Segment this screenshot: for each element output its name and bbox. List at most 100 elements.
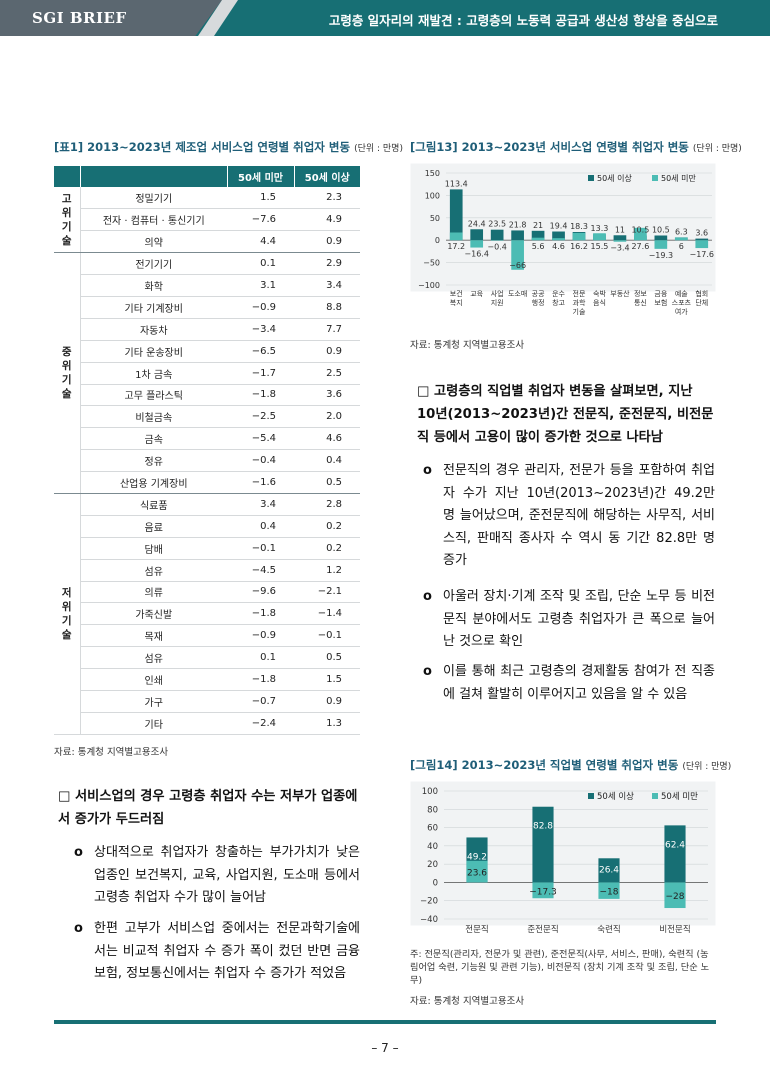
y-tick-label: 0 [433, 878, 438, 888]
table1-cell-name: 목재 [80, 624, 227, 648]
table1-cell-o50: 3.4 [294, 274, 360, 297]
table1-cell-u50: 0.1 [227, 646, 294, 670]
table1-cell-u50: −1.8 [227, 602, 294, 626]
data-label-under50: 23.6 [467, 869, 487, 879]
data-label-under50: −19.3 [649, 251, 674, 260]
data-label-over50: 21.8 [509, 220, 527, 229]
data-label-under50: 27.6 [631, 242, 649, 251]
table1-cell-o50: −1.4 [294, 602, 360, 626]
y-tick-label: −50 [423, 259, 440, 268]
data-label-over50: 82.8 [533, 822, 553, 832]
figure13-caption: [그림13] 2013~2023년 서비스업 연령별 취업자 변동 (단위 : … [410, 139, 742, 155]
right-circle-bullet-2-text: 아울러 장치·기계 조작 및 조립, 단순 노무 등 비전문직 분야에서도 고령… [443, 589, 715, 650]
y-tick-label: 60 [427, 824, 438, 834]
x-tick-label: 전문 [573, 289, 586, 298]
table1-cell-name: 기타 운송장비 [80, 340, 227, 363]
table-row: 자동차 −3.4 7.7 [54, 318, 360, 341]
table1-cell-o50: 3.6 [294, 384, 360, 407]
brand-label: SGI BRIEF [32, 9, 127, 27]
table1-header-blank [54, 166, 81, 187]
table-row: 고 위 기 술 정밀기기 1.5 2.3 [54, 187, 360, 254]
figure13-unit: (단위 : 만명) [692, 144, 742, 154]
table1-cell-name: 기타 [80, 712, 227, 735]
table1-cell-name: 전기기기 [80, 252, 227, 276]
table1-cell-name: 1차 금속 [80, 362, 227, 385]
table1-cell-name: 인쇄 [80, 668, 227, 691]
data-label-under50: −66 [509, 261, 526, 270]
table1-cell-o50: 0.2 [294, 537, 360, 560]
table1-cell-u50: −0.1 [227, 537, 294, 560]
table-row: 저 위 기 술 식료품 3.4 2.8 [54, 493, 360, 735]
y-tick-label: 150 [425, 169, 440, 178]
data-label-over50: 13.3 [591, 224, 609, 233]
table1-cell-name: 정밀기기 [80, 187, 227, 210]
table1-cell-name: 의류 [80, 581, 227, 604]
header-brand-block [0, 0, 222, 36]
bar-over50 [531, 230, 545, 241]
figure13-caption-text: [그림13] 2013~2023년 서비스업 연령별 취업자 변동 [410, 140, 689, 154]
data-label-over50: 113.4 [445, 179, 468, 188]
table1-cell-o50: 2.8 [294, 493, 360, 516]
data-label-under50: 4.6 [552, 242, 565, 251]
x-tick-label: 보험 [654, 299, 667, 307]
y-tick-label: 100 [425, 191, 440, 200]
table1-cell-u50: −3.4 [227, 318, 294, 341]
figure14-caption: [그림14] 2013~2023년 직업별 연령별 취업자 변동 (단위 : 만… [410, 757, 731, 773]
table-row: 금속 −5.4 4.6 [54, 427, 360, 451]
bar-under50 [531, 237, 545, 241]
table1-cell-u50: 3.1 [227, 274, 294, 297]
table1-header-row: 50세 미만 50세 이상 [54, 166, 360, 187]
legend-swatch [652, 793, 658, 799]
data-label-under50: −16.4 [464, 250, 489, 259]
table1-cell-name: 가구 [80, 690, 227, 713]
x-tick-label: 금융 [654, 290, 667, 298]
table1-header-blank2 [80, 166, 228, 187]
bar-under50 [532, 882, 554, 899]
table1-cell-name: 자동차 [80, 318, 227, 341]
bar-under50 [449, 232, 463, 241]
x-tick-label: 사업 [491, 289, 504, 298]
table-row: 섬유 0.1 0.5 [54, 646, 360, 670]
x-tick-label: 기술 [573, 307, 586, 316]
x-tick-label: 행정 [532, 298, 545, 307]
y-tick-label: 0 [435, 236, 440, 245]
table1-cell-name: 섬유 [80, 559, 227, 582]
legend-label: 50세 이상 [597, 791, 634, 802]
x-tick-label: 과학 [573, 298, 586, 307]
data-label-over50: 19.4 [550, 222, 568, 231]
table-row: 목재 −0.9 −0.1 [54, 624, 360, 648]
table1-cell-o50: 1.3 [294, 712, 360, 735]
table-row: 비철금속 −2.5 2.0 [54, 405, 360, 429]
right-circle-bullet-1-text: 전문직의 경우 관리자, 전문가 등을 포함하여 취업자 수가 지난 10년(2… [443, 463, 715, 569]
table-row: 중 위 기 술 전기기기 0.1 2.9 [54, 252, 360, 494]
table1-cell-o50: 2.9 [294, 252, 360, 276]
data-label-over50: 6.3 [675, 227, 688, 236]
right-circle-bullet-3-text: 이를 통해 최근 고령층의 경제활동 참여가 전 직종에 걸쳐 활발히 이루어지… [443, 664, 715, 702]
bar-over50 [598, 858, 620, 883]
bar-under50 [466, 860, 488, 883]
bar-under50 [654, 240, 668, 249]
table1-cell-o50: 8.8 [294, 296, 360, 319]
bar-under50 [470, 240, 484, 248]
x-tick-label: 예술 [675, 289, 688, 298]
footer-line [54, 1020, 716, 1024]
table-row: 고무 플라스틱 −1.8 3.6 [54, 384, 360, 407]
table1-cell-o50: 1.2 [294, 559, 360, 582]
table1-cell-u50: −0.9 [227, 296, 294, 319]
table1-group-label: 고 위 기 술 [54, 187, 81, 254]
data-label-under50: −17.3 [529, 887, 557, 897]
right-circle-bullet-3: o 이를 통해 최근 고령층의 경제활동 참여가 전 직종에 걸쳐 활발히 이루… [423, 661, 715, 706]
left-circle-bullet-2: o 한편 고부가 서비스업 중에서는 전문과학기술에서는 비교적 취업자 수 증… [74, 918, 360, 986]
table1-cell-name: 섬유 [80, 646, 227, 670]
table1-cell-name: 고무 플라스틱 [80, 384, 227, 407]
table1-cell-o50: 0.9 [294, 230, 360, 254]
x-tick-label: 정보 [634, 289, 647, 298]
bar-under50 [598, 882, 620, 899]
figure14-unit: (단위 : 만명) [682, 762, 732, 772]
data-label-under50: −17.6 [690, 250, 715, 259]
bar-under50 [695, 240, 709, 249]
table1-cell-u50: 0.4 [227, 515, 294, 538]
data-label-under50: 5.6 [532, 242, 545, 251]
legend-swatch [588, 793, 594, 799]
table1-cell-o50: 1.5 [294, 668, 360, 691]
